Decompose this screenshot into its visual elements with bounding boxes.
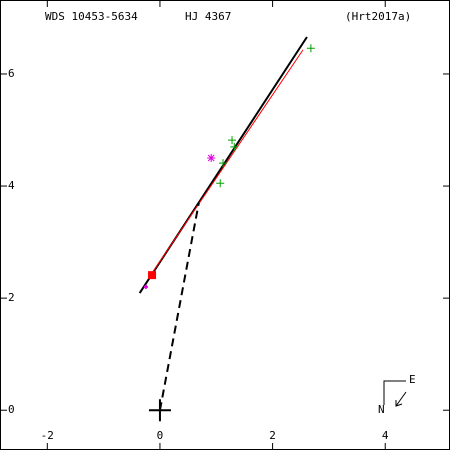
- chart-subtitle: HJ 4367: [185, 10, 231, 23]
- x-tick-label: -2: [41, 429, 54, 442]
- measure-plus: [306, 44, 315, 53]
- compass-east: E: [409, 373, 416, 386]
- measure-plus: [216, 179, 225, 188]
- orbit-dashed: [158, 202, 200, 411]
- y-tick-label: 6: [8, 67, 15, 80]
- y-tick-label: 0: [8, 403, 15, 416]
- measure-plus: [228, 136, 237, 145]
- compass-north: N: [378, 403, 385, 416]
- measure-asterisk: [207, 154, 216, 163]
- compass-arrow: [395, 391, 407, 407]
- x-tick-label: 4: [382, 429, 389, 442]
- compass-axes: [383, 380, 406, 405]
- measure-plus: [219, 159, 228, 168]
- chart-title: WDS 10453-5634: [45, 10, 138, 23]
- compass-arrowhead: [395, 400, 403, 407]
- x-tick-label: 2: [269, 429, 276, 442]
- y-tick-label: 4: [8, 179, 15, 192]
- y-tick-label: 2: [8, 291, 15, 304]
- reference: (Hrt2017a): [345, 10, 411, 23]
- measure-plus: [230, 142, 239, 151]
- measure-square: [148, 271, 157, 280]
- compass: N E: [378, 373, 416, 416]
- x-tick-label: 0: [157, 429, 164, 442]
- primary-star: [148, 399, 171, 422]
- measure-dot: [143, 284, 148, 289]
